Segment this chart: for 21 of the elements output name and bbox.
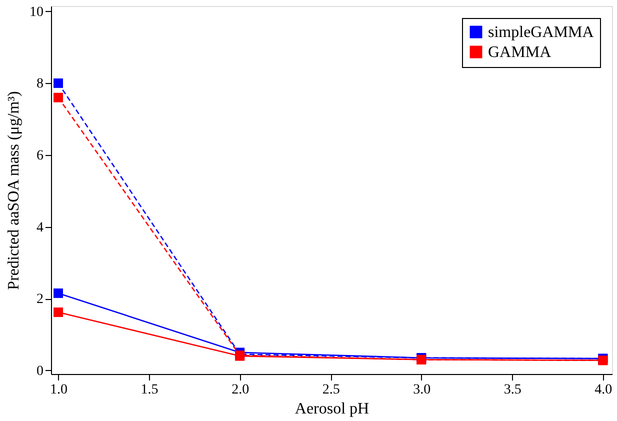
legend-label: GAMMA <box>488 44 552 61</box>
point <box>54 78 64 88</box>
point <box>54 308 64 317</box>
legend-label: simpleGAMMA <box>488 24 594 41</box>
y-tick-label: 6 <box>36 148 44 164</box>
y-tick-label: 2 <box>36 292 44 308</box>
y-tick-label: 0 <box>36 364 44 379</box>
point <box>54 92 64 102</box>
y-axis-title: Predicted aaSOA mass (μg/m³) <box>6 91 22 290</box>
y-tick-label: 8 <box>36 76 44 92</box>
x-tick-label: 2.0 <box>232 382 250 398</box>
x-tick-label: 1.5 <box>140 382 158 398</box>
x-tick-label: 3.0 <box>413 382 431 398</box>
y-tick-label: 10 <box>30 4 44 20</box>
point <box>54 288 64 298</box>
x-tick-label: 2.5 <box>322 382 340 398</box>
x-tick-label: 1.0 <box>50 382 68 398</box>
x-tick-label: 4.0 <box>594 382 612 398</box>
y-tick-label: 4 <box>36 220 44 236</box>
x-axis-title: Aerosol pH <box>294 400 370 418</box>
x-tick-label: 3.5 <box>504 382 522 398</box>
